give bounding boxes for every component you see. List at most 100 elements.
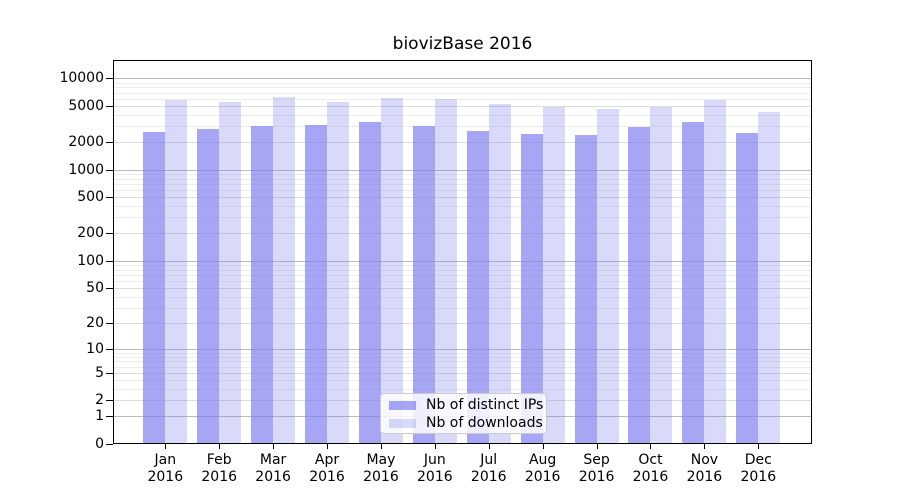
y-gridline	[114, 169, 811, 171]
y-tick-mark	[106, 169, 113, 171]
y-gridline	[114, 380, 811, 382]
y-tick-label: 5	[95, 364, 104, 381]
x-tick-text: 2016	[255, 469, 291, 485]
bar-distinct-ips-nov	[682, 122, 705, 443]
x-tick-mark	[704, 444, 706, 449]
x-tick-text: Jun	[423, 452, 446, 468]
y-gridline	[114, 296, 811, 298]
legend-label: Nb of downloads	[426, 415, 543, 431]
bar-downloads-nov	[704, 99, 727, 443]
x-tick-text: 2016	[201, 469, 238, 485]
bar-downloads-dec	[758, 111, 781, 443]
y-tick-mark	[106, 323, 113, 325]
y-tick-mark	[106, 260, 113, 262]
x-tick-text: 2016	[686, 469, 723, 485]
x-tick-mark	[488, 444, 490, 449]
y-tick-mark	[106, 197, 113, 199]
x-tick-label-apr: Apr 2016	[295, 452, 359, 486]
y-tick-mark	[106, 400, 113, 402]
bar-downloads-may	[380, 98, 403, 443]
x-tick-mark	[165, 444, 167, 449]
y-tick-mark	[106, 105, 113, 107]
y-gridline	[114, 173, 811, 175]
y-tick-mark	[106, 348, 113, 350]
y-gridline	[114, 183, 811, 185]
x-tick-text: Aug	[528, 452, 557, 468]
x-tick-text: 2016	[578, 469, 615, 485]
legend-swatch	[389, 400, 416, 410]
y-gridline	[114, 114, 811, 116]
bar-distinct-ips-mar	[251, 125, 274, 443]
bar-downloads-oct	[650, 106, 673, 443]
bar-distinct-ips-sep	[574, 134, 597, 443]
bar-distinct-ips-jan	[143, 132, 166, 443]
x-tick-text: Feb	[206, 452, 232, 468]
x-tick-label-may: May 2016	[349, 452, 413, 486]
y-gridline	[114, 372, 811, 374]
y-tick-mark	[106, 372, 113, 374]
y-gridline	[114, 274, 811, 276]
x-tick-text: 2016	[524, 469, 561, 485]
y-gridline	[114, 217, 811, 219]
x-tick-mark	[327, 444, 329, 449]
x-tick-text: 2016	[417, 469, 453, 485]
y-tick-label: 50	[86, 279, 104, 296]
y-tick-mark	[106, 78, 113, 80]
y-gridline	[114, 82, 811, 84]
bar-downloads-sep	[596, 109, 619, 443]
y-gridline	[114, 190, 811, 191]
y-gridline	[114, 269, 811, 271]
y-tick-label: 5000	[68, 97, 104, 114]
plot-area	[113, 60, 812, 444]
y-gridline	[114, 307, 811, 309]
x-tick-mark	[542, 444, 544, 449]
y-gridline	[114, 352, 811, 354]
y-gridline	[114, 206, 811, 208]
x-tick-label-mar: Mar 2016	[241, 452, 305, 486]
bar-distinct-ips-jul	[466, 130, 489, 443]
bar-distinct-ips-may	[358, 122, 381, 443]
bar-downloads-apr	[327, 101, 350, 443]
x-tick-text: 2016	[147, 469, 184, 485]
bar-downloads-jan	[165, 100, 188, 443]
legend-label: Nb of distinct IPs	[426, 397, 544, 413]
x-tick-mark	[273, 444, 275, 449]
x-tick-label-oct: Oct 2016	[618, 452, 682, 486]
x-tick-mark	[434, 444, 436, 449]
y-gridline	[114, 287, 811, 289]
bar-distinct-ips-apr	[305, 124, 328, 443]
y-gridline	[114, 366, 811, 368]
x-tick-label-jun: Jun 2016	[403, 452, 467, 486]
bar-distinct-ips-jun	[412, 125, 435, 443]
y-tick-mark	[106, 233, 113, 235]
x-tick-label-jan: Jan 2016	[133, 452, 197, 486]
x-tick-text: Dec	[744, 452, 772, 468]
y-tick-label: 200	[77, 225, 104, 242]
x-tick-label-sep: Sep 2016	[565, 452, 629, 486]
y-tick-label: 2	[95, 392, 104, 409]
x-tick-text: 2016	[470, 469, 507, 485]
y-gridline	[114, 264, 811, 266]
bar-distinct-ips-dec	[736, 133, 759, 443]
bar-downloads-jul	[488, 103, 511, 443]
x-tick-text: Sep	[583, 452, 610, 468]
x-tick-text: Oct	[638, 452, 663, 468]
y-tick-label: 20	[86, 315, 104, 332]
x-tick-mark	[219, 444, 221, 449]
legend: Nb of distinct IPs Nb of downloads	[380, 393, 547, 434]
x-tick-mark	[758, 444, 760, 449]
y-tick-mark	[106, 287, 113, 289]
y-gridline	[114, 260, 811, 262]
x-tick-label-aug: Aug 2016	[511, 452, 575, 486]
x-tick-label-feb: Feb 2016	[187, 452, 251, 486]
y-gridline	[114, 126, 811, 128]
x-tick-text: May	[366, 452, 396, 468]
bar-downloads-feb	[219, 102, 242, 443]
y-gridline	[114, 178, 811, 180]
bar-downloads-jun	[434, 98, 457, 443]
bar-downloads-aug	[542, 106, 565, 443]
x-tick-text: Mar	[259, 452, 287, 468]
x-tick-text: 2016	[632, 469, 669, 485]
x-tick-text: Apr	[314, 452, 340, 468]
